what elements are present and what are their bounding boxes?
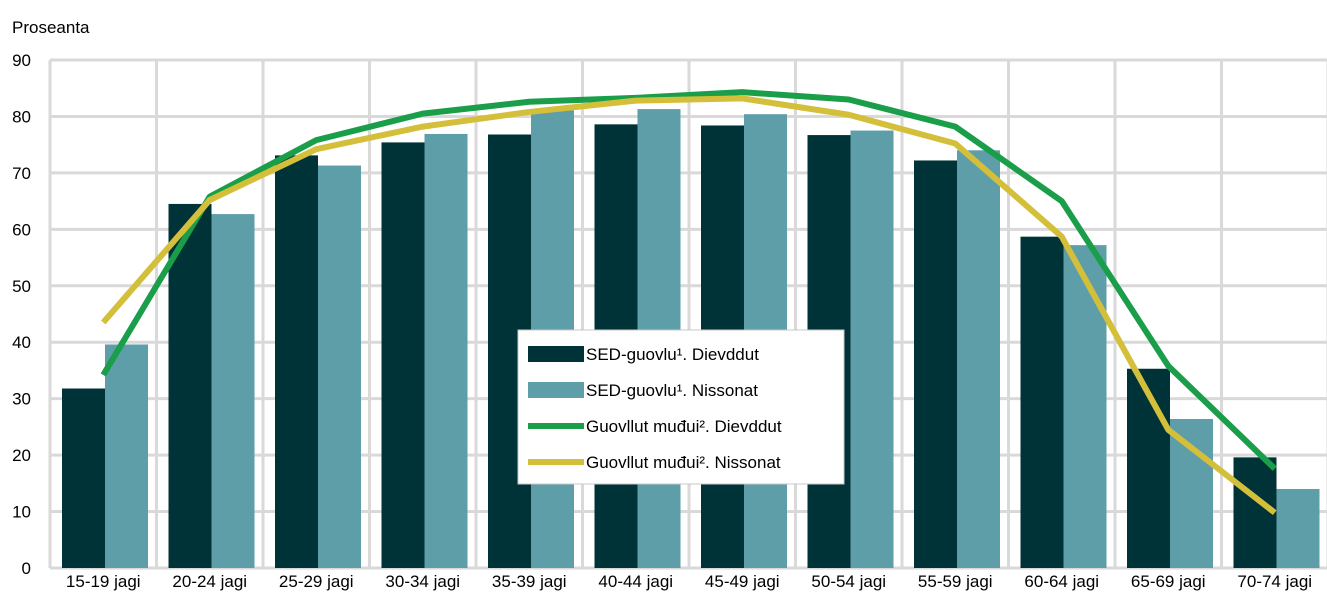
bar	[957, 150, 1000, 569]
bar	[1127, 368, 1170, 568]
bar	[1233, 457, 1277, 568]
bar	[850, 130, 894, 569]
legend-swatch	[528, 382, 584, 398]
bar	[1170, 418, 1213, 568]
bar	[275, 155, 318, 568]
x-tick-label: 35-39 jagi	[492, 572, 567, 591]
bar	[1020, 236, 1064, 568]
bar	[1063, 245, 1107, 569]
legend-label: Guovllut muđui². Nissonat	[586, 453, 781, 472]
bar	[424, 133, 468, 569]
series-line	[100, 89, 1277, 471]
bar	[211, 214, 255, 569]
x-tick-label: 50-54 jagi	[811, 572, 886, 591]
series-line	[100, 95, 1277, 516]
y-tick-label: 0	[22, 559, 31, 578]
x-tick-label: 20-24 jagi	[172, 572, 247, 591]
y-tick-label: 20	[12, 446, 31, 465]
bar	[1276, 488, 1320, 568]
bar	[318, 165, 361, 568]
x-tick-label: 40-44 jagi	[598, 572, 673, 591]
y-tick-label: 10	[12, 503, 31, 522]
x-tick-label: 55-59 jagi	[918, 572, 993, 591]
y-tick-label: 50	[12, 277, 31, 296]
y-tick-labels: 0 10 20 30 40 50 60 70 80 90	[12, 51, 31, 578]
x-tick-label: 30-34 jagi	[385, 572, 460, 591]
lines	[100, 89, 1277, 516]
y-tick-label: 70	[12, 164, 31, 183]
legend-label: Guovllut muđui². Dievddut	[586, 417, 782, 436]
bar	[381, 142, 425, 569]
x-tick-label: 45-49 jagi	[705, 572, 780, 591]
x-tick-labels: 15-19 jagi 20-24 jagi 25-29 jagi 30-34 jagi…	[66, 572, 1312, 591]
legend-swatch	[528, 346, 584, 362]
y-tick-label: 40	[12, 333, 31, 352]
x-tick-label: 60-64 jagi	[1024, 572, 1099, 591]
x-tick-label: 70-74 jagi	[1237, 572, 1312, 591]
x-tick-label: 15-19 jagi	[66, 572, 141, 591]
legend: SED-guovlu¹. Dievddut SED-guovlu¹. Nisson…	[517, 329, 845, 485]
x-tick-label: 25-29 jagi	[279, 572, 354, 591]
bar	[914, 160, 957, 568]
y-tick-label: 90	[12, 51, 31, 70]
legend-label: SED-guovlu¹. Nissonat	[586, 381, 758, 400]
y-axis-label: Proseanta	[12, 18, 90, 37]
legend-label: SED-guovlu¹. Dievddut	[586, 345, 759, 364]
y-tick-label: 30	[12, 390, 31, 409]
bar	[168, 203, 212, 568]
x-tick-label: 65-69 jagi	[1131, 572, 1206, 591]
bar	[62, 388, 105, 568]
y-tick-label: 80	[12, 107, 31, 126]
y-tick-label: 60	[12, 220, 31, 239]
bar	[105, 344, 148, 568]
